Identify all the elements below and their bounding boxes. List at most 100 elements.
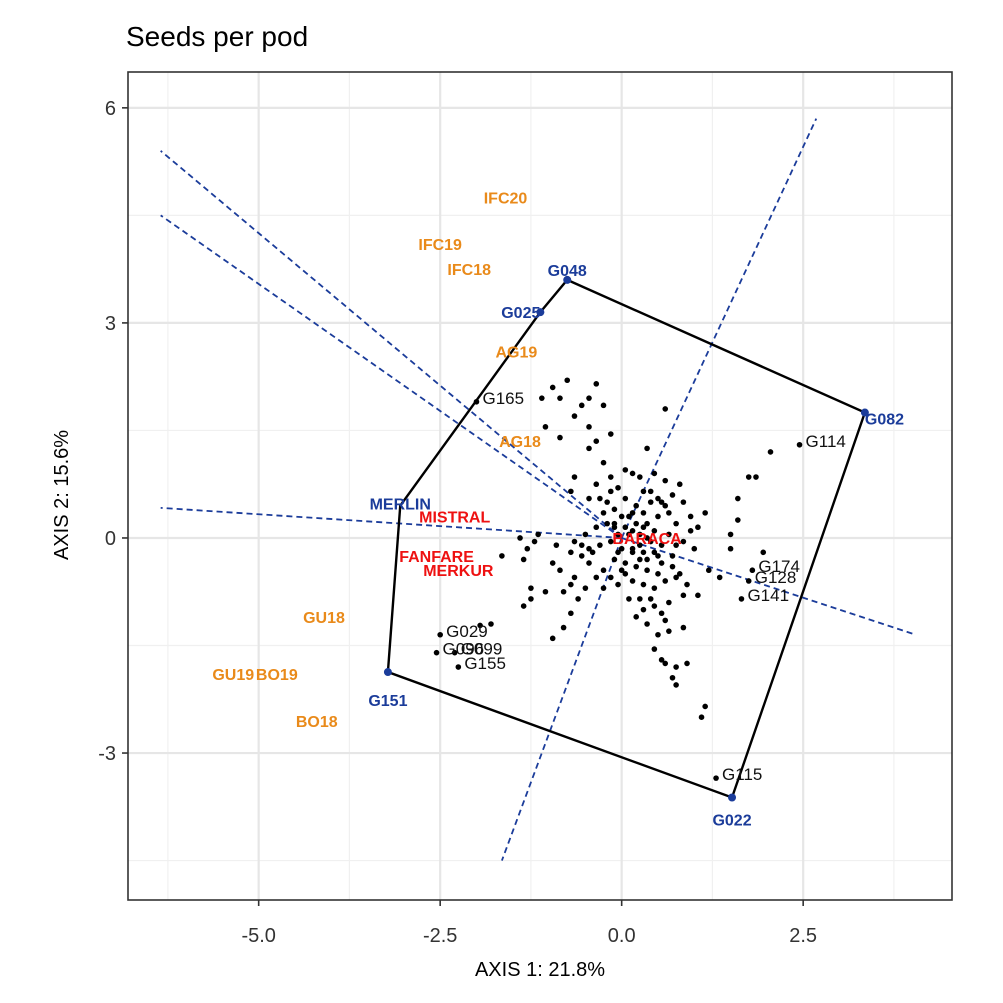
genotype-point xyxy=(640,488,647,495)
genotype-label: G096 xyxy=(443,640,485,659)
genotype-point xyxy=(658,560,665,566)
genotype-point xyxy=(644,445,650,452)
genotype-point xyxy=(535,531,541,538)
genotype-point xyxy=(611,556,618,563)
genotype-point xyxy=(651,646,658,652)
genotype-point xyxy=(564,377,571,384)
genotype-point xyxy=(713,775,719,781)
genotype-label: G165 xyxy=(482,389,524,408)
genotype-point xyxy=(655,553,661,559)
highlight-label: BARACA xyxy=(612,531,682,548)
genotype-point xyxy=(586,395,592,401)
genotype-point xyxy=(655,513,661,520)
genotype-point xyxy=(604,520,610,527)
x-axis-title: AXIS 1: 21.8% xyxy=(475,959,605,981)
genotype-point xyxy=(644,535,650,541)
genotype-point xyxy=(597,542,603,548)
genotype-point xyxy=(662,617,669,624)
chart-title: Seeds per pod xyxy=(126,21,308,52)
genotype-point xyxy=(568,488,574,495)
genotype-point xyxy=(695,592,701,599)
genotype-point xyxy=(640,549,647,556)
genotype-point xyxy=(647,499,654,505)
genotype-point xyxy=(451,649,458,656)
genotype-point xyxy=(571,574,578,581)
genotype-point xyxy=(593,574,600,581)
genotype-point xyxy=(676,571,683,577)
genotype-point xyxy=(542,424,549,430)
genotype-point xyxy=(477,622,483,629)
genotype-point xyxy=(666,510,672,516)
genotype-label: G099 xyxy=(461,640,503,659)
genotype-label: G029 xyxy=(446,622,488,641)
genotype-point xyxy=(651,603,658,609)
y-tick-label: -3 xyxy=(98,743,116,765)
genotype-point xyxy=(586,445,592,452)
environment-label: BO19 xyxy=(256,667,298,684)
genotype-point xyxy=(531,538,538,545)
vertex-point xyxy=(563,275,572,284)
genotype-point xyxy=(520,603,527,609)
genotype-point xyxy=(651,470,658,477)
genotype-point xyxy=(600,459,607,466)
genotype-point xyxy=(549,635,556,642)
genotype-point xyxy=(727,531,734,538)
genotype-point xyxy=(557,395,563,401)
genotype-point xyxy=(637,556,643,563)
genotype-point xyxy=(520,556,527,563)
genotype-point xyxy=(582,531,589,538)
genotype-point xyxy=(640,581,647,588)
genotype-point xyxy=(749,567,756,574)
genotype-point xyxy=(622,571,629,577)
genotype-point xyxy=(727,545,734,552)
environment-label: BO18 xyxy=(296,714,338,731)
genotype-point xyxy=(622,467,629,473)
sector-ray xyxy=(160,506,622,539)
genotype-point xyxy=(662,406,669,412)
genotype-point xyxy=(571,474,578,480)
genotype-point xyxy=(666,599,672,606)
genotype-point xyxy=(655,571,661,577)
genotype-point xyxy=(640,510,647,516)
genotype-point xyxy=(626,596,632,602)
genotype-point xyxy=(568,581,574,588)
genotype-point xyxy=(528,585,534,591)
panel-border xyxy=(127,71,953,901)
genotype-point xyxy=(593,438,600,444)
genotype-point xyxy=(687,513,694,520)
genotype-point xyxy=(680,624,687,631)
genotype-point xyxy=(684,660,690,667)
genotype-point xyxy=(582,585,589,591)
genotype-point xyxy=(651,585,658,591)
genotype-point xyxy=(738,596,745,602)
genotype-point xyxy=(615,549,621,556)
genotype-point xyxy=(600,402,607,409)
genotype-point xyxy=(499,553,505,559)
genotype-point xyxy=(615,531,621,538)
genotype-point xyxy=(578,402,585,409)
genotype-point xyxy=(767,449,774,455)
sector-ray xyxy=(501,537,623,861)
genotype-point xyxy=(662,502,669,509)
genotype-point xyxy=(753,474,759,480)
genotype-point xyxy=(615,484,621,491)
genotype-point xyxy=(669,674,676,681)
environment-label: AG19 xyxy=(496,345,538,362)
genotype-point xyxy=(695,524,701,531)
genotype-point xyxy=(542,588,549,595)
genotype-point xyxy=(637,531,643,538)
genotype-point xyxy=(626,513,632,520)
genotype-point xyxy=(604,499,610,505)
x-tick-label: 0.0 xyxy=(608,925,636,947)
environment-label: IFC19 xyxy=(418,237,462,254)
genotype-point xyxy=(586,545,592,552)
genotype-point xyxy=(622,524,629,531)
genotype-point xyxy=(557,567,563,574)
genotype-point xyxy=(629,510,636,516)
genotype-point xyxy=(644,556,650,563)
highlight-label: MISTRAL xyxy=(419,509,490,526)
genotype-point xyxy=(658,499,665,505)
genotype-point xyxy=(626,531,632,538)
environment-label: AG18 xyxy=(499,434,541,451)
